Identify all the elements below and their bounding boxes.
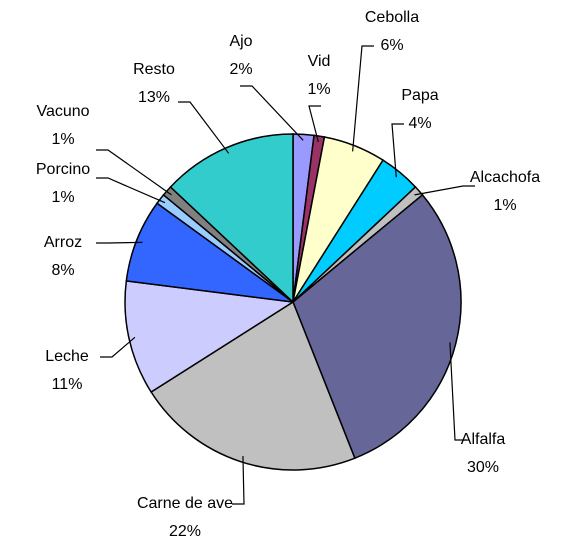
leader-line bbox=[232, 456, 245, 505]
leader-line bbox=[178, 101, 230, 154]
leader-line bbox=[96, 177, 166, 204]
leader-line bbox=[352, 45, 374, 152]
slice-label: Carne de ave bbox=[137, 495, 233, 512]
value-label: 4% bbox=[408, 115, 431, 132]
slice-label: Porcino bbox=[36, 161, 90, 178]
slice-label: Resto bbox=[133, 61, 175, 78]
leader-line bbox=[449, 342, 467, 441]
value-label: 2% bbox=[229, 61, 252, 78]
slice-label: Alcachofa bbox=[470, 169, 540, 186]
pie-slice bbox=[292, 193, 462, 460]
slice-label: Vacuno bbox=[36, 103, 89, 120]
slice-label: Cebolla bbox=[365, 9, 419, 26]
leader-line bbox=[100, 336, 136, 358]
slice-label: Leche bbox=[45, 348, 89, 365]
value-label: 22% bbox=[169, 523, 201, 540]
leader-line bbox=[391, 123, 404, 178]
leader-line bbox=[414, 185, 475, 196]
slice-label: Alfalfa bbox=[461, 431, 506, 448]
slice-label: Papa bbox=[401, 87, 438, 104]
slice-label: Arroz bbox=[44, 234, 82, 251]
leader-line bbox=[308, 105, 321, 143]
pie-slice bbox=[150, 300, 356, 471]
leader-line bbox=[96, 241, 143, 244]
value-label: 6% bbox=[380, 37, 403, 54]
leader-line bbox=[240, 85, 304, 141]
slice-label: Ajo bbox=[229, 33, 252, 50]
value-label: 1% bbox=[51, 131, 74, 148]
value-label: 1% bbox=[51, 189, 74, 206]
value-label: 13% bbox=[138, 89, 170, 106]
pie-slice bbox=[124, 280, 296, 394]
value-label: 1% bbox=[307, 81, 330, 98]
slice-label: Vid bbox=[308, 53, 331, 70]
value-label: 30% bbox=[467, 459, 499, 476]
value-label: 11% bbox=[52, 376, 83, 393]
pie-slice bbox=[169, 133, 294, 304]
value-label: 8% bbox=[51, 262, 74, 279]
leader-line bbox=[96, 149, 172, 196]
value-label: 1% bbox=[493, 197, 516, 214]
